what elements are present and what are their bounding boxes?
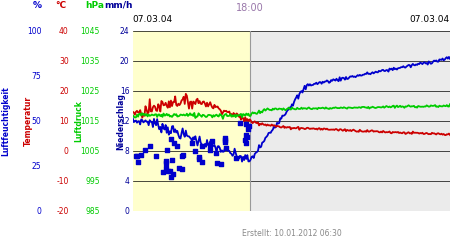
- Text: -10: -10: [57, 177, 69, 186]
- Point: [244, 127, 252, 131]
- Text: -20: -20: [57, 207, 69, 216]
- Text: 75: 75: [32, 72, 41, 81]
- Text: 20: 20: [120, 57, 130, 66]
- Point: [167, 175, 174, 179]
- Point: [199, 160, 206, 164]
- Text: hPa: hPa: [85, 1, 104, 10]
- Text: 24: 24: [120, 27, 130, 36]
- Text: Luftfeuchtigkeit: Luftfeuchtigkeit: [1, 86, 10, 156]
- Text: 1025: 1025: [81, 87, 100, 96]
- Point: [178, 167, 185, 171]
- Text: 0: 0: [125, 207, 130, 216]
- Point: [246, 124, 253, 128]
- Point: [243, 133, 250, 137]
- Text: 10: 10: [59, 117, 69, 126]
- Point: [222, 136, 229, 140]
- Text: %: %: [32, 1, 41, 10]
- Point: [192, 149, 199, 153]
- Point: [168, 158, 176, 162]
- Text: 12: 12: [120, 117, 130, 126]
- Text: 8: 8: [125, 147, 130, 156]
- Point: [153, 154, 160, 158]
- Point: [137, 153, 144, 157]
- Text: 985: 985: [86, 207, 100, 216]
- Text: mm/h: mm/h: [104, 1, 133, 10]
- Point: [221, 140, 228, 144]
- Point: [163, 159, 170, 163]
- Point: [176, 166, 183, 170]
- Point: [189, 141, 196, 145]
- Point: [196, 157, 203, 161]
- Text: 1035: 1035: [81, 57, 100, 66]
- Point: [233, 156, 240, 160]
- Text: 07.03.04: 07.03.04: [410, 15, 450, 24]
- Point: [162, 160, 169, 164]
- Text: 18:00: 18:00: [236, 3, 264, 13]
- Text: 995: 995: [86, 177, 100, 186]
- Point: [167, 137, 175, 141]
- Text: 40: 40: [59, 27, 69, 36]
- Point: [208, 139, 215, 143]
- Bar: [133, 31, 250, 211]
- Point: [206, 148, 213, 152]
- Text: 20: 20: [59, 87, 69, 96]
- Point: [195, 155, 203, 159]
- Point: [242, 122, 249, 126]
- Text: 1005: 1005: [81, 147, 100, 156]
- Point: [243, 141, 250, 145]
- Point: [179, 153, 186, 157]
- Point: [174, 144, 181, 148]
- Point: [236, 121, 243, 125]
- Text: 30: 30: [59, 57, 69, 66]
- Point: [243, 135, 250, 139]
- Point: [160, 170, 167, 174]
- Text: 1045: 1045: [81, 27, 100, 36]
- Text: Temperatur: Temperatur: [23, 96, 32, 146]
- Text: 50: 50: [32, 117, 41, 126]
- Text: 0: 0: [36, 207, 41, 216]
- Point: [214, 161, 221, 165]
- Point: [164, 169, 171, 173]
- Point: [147, 144, 154, 148]
- Point: [217, 162, 225, 166]
- Point: [162, 166, 170, 170]
- Text: 07.03.04: 07.03.04: [133, 15, 173, 24]
- Point: [198, 144, 205, 148]
- Text: 1015: 1015: [81, 117, 100, 126]
- Point: [170, 140, 177, 144]
- Point: [222, 146, 230, 150]
- Point: [207, 143, 214, 147]
- Text: Erstellt: 10.01.2012 06:30: Erstellt: 10.01.2012 06:30: [242, 229, 341, 238]
- Text: 4: 4: [125, 177, 130, 186]
- Point: [133, 154, 140, 158]
- Text: °C: °C: [55, 1, 66, 10]
- Text: 0: 0: [64, 147, 69, 156]
- Point: [134, 160, 141, 164]
- Text: 25: 25: [32, 162, 41, 171]
- Text: 100: 100: [27, 27, 41, 36]
- Bar: [250, 31, 450, 211]
- Point: [166, 169, 173, 173]
- Point: [133, 154, 140, 158]
- Text: 16: 16: [120, 87, 130, 96]
- Point: [170, 172, 177, 176]
- Point: [221, 138, 228, 142]
- Point: [242, 138, 249, 142]
- Point: [178, 154, 185, 158]
- Point: [141, 148, 148, 152]
- Point: [163, 148, 170, 152]
- Text: Luftdruck: Luftdruck: [74, 100, 83, 142]
- Text: Niederschlag: Niederschlag: [116, 93, 125, 150]
- Point: [212, 151, 220, 155]
